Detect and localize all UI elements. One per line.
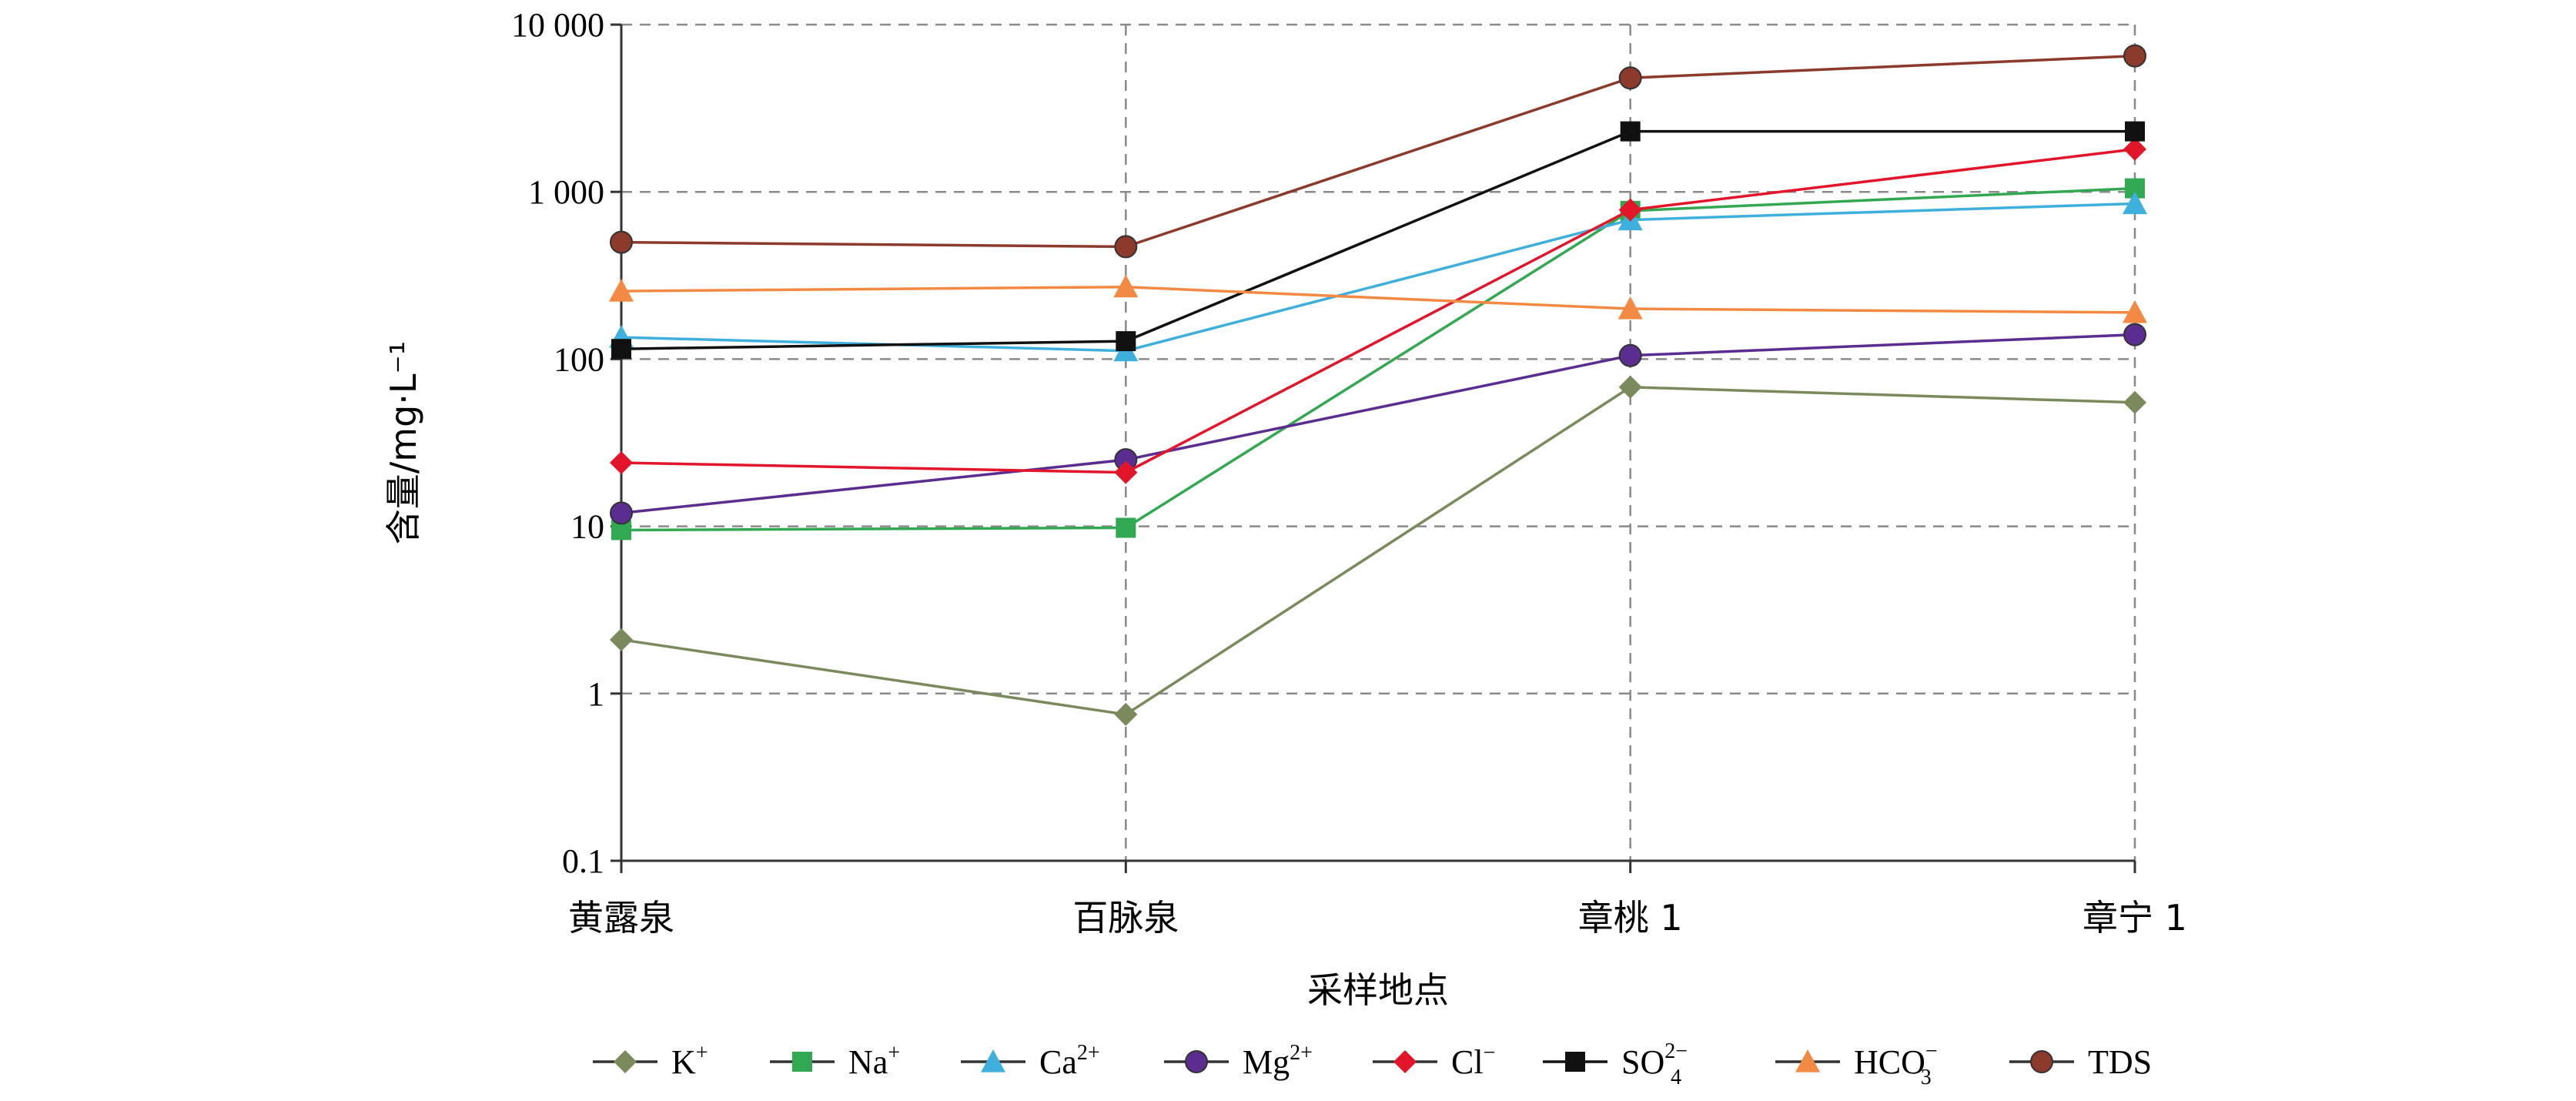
data-point-cl — [1618, 198, 1642, 222]
grid-lines — [621, 23, 2136, 861]
legend-label: HCO− 3 — [1854, 1039, 1938, 1089]
series-cl — [610, 137, 2146, 484]
data-point-so4 — [2125, 121, 2145, 142]
legend-label: Cl− — [1451, 1041, 1495, 1081]
data-point-so4 — [1116, 331, 1136, 352]
y-axis-title: 含量/mg·L⁻¹ — [383, 341, 424, 544]
series-line-k — [621, 386, 2136, 716]
legend-entry-mg: Mg2+ — [1164, 1041, 1313, 1081]
x-tick-label: 章桃 1 — [1578, 897, 1683, 939]
y-tick-label: 1 — [587, 675, 604, 713]
x-axis-title: 采样地点 — [1307, 969, 1449, 1011]
data-point-tds — [1114, 235, 1138, 259]
series-line-mg — [621, 333, 2136, 515]
y-tick-label: 100 — [554, 340, 604, 378]
series-ca — [609, 191, 2147, 362]
data-point-hco3 — [2123, 300, 2147, 323]
series-k — [610, 375, 2146, 726]
x-tick-label: 黄露泉 — [568, 897, 674, 939]
series-tds — [610, 44, 2146, 259]
data-point-k — [2123, 390, 2146, 414]
legend-marker — [2030, 1050, 2053, 1073]
x-axis-ticks: 黄露泉 百脉泉 章桃 1 章宁 1 — [568, 861, 2187, 939]
legend-label: Mg2+ — [1243, 1041, 1313, 1081]
series-line-hco3 — [621, 285, 2136, 314]
x-tick-label: 百脉泉 — [1072, 897, 1179, 939]
legend-marker — [981, 1049, 1005, 1073]
y-tick-label: 0.1 — [562, 842, 604, 880]
series-hco3 — [609, 274, 2147, 323]
data-point-k — [1618, 375, 1642, 399]
legend-label: TDS — [2088, 1043, 2152, 1081]
series-line-na — [621, 186, 2136, 532]
data-point-mg — [2123, 323, 2146, 346]
data-point-tds — [610, 230, 633, 254]
data-point-hco3 — [609, 279, 634, 302]
legend-marker — [1185, 1050, 1208, 1073]
series-mg — [610, 323, 2146, 525]
legend-marker — [614, 1050, 637, 1073]
data-point-mg — [610, 501, 633, 525]
data-point-k — [1114, 702, 1138, 726]
data-point-so4 — [1620, 121, 1641, 142]
series-so4 — [611, 121, 2145, 360]
legend-label: SO2− 4 — [1621, 1039, 1688, 1089]
data-point-tds — [2123, 44, 2146, 68]
legend-marker — [1565, 1052, 1585, 1072]
data-point-hco3 — [1113, 274, 1139, 298]
legend-marker — [792, 1052, 812, 1072]
data-point-cl — [610, 451, 633, 475]
data-point-ca — [2123, 191, 2147, 215]
legend-entry-so4: SO2− 4 — [1543, 1039, 1688, 1089]
data-point-hco3 — [1618, 296, 1643, 320]
data-point-so4 — [611, 339, 631, 360]
y-axis-ticks: 0.1 1 10 100 1 000 10 000 — [511, 6, 621, 880]
axes — [620, 25, 2135, 862]
y-tick-label: 1 000 — [528, 173, 604, 211]
legend-label: K+ — [671, 1041, 708, 1081]
series-line-so4 — [621, 129, 2135, 350]
series-line-tds — [621, 54, 2136, 249]
series-line-cl — [621, 148, 2136, 474]
data-point-na — [1116, 517, 1136, 538]
legend-entry-na: Na+ — [770, 1041, 900, 1081]
legend-label: Ca2+ — [1039, 1041, 1100, 1081]
data-point-cl — [2123, 137, 2146, 161]
series-layer — [609, 44, 2147, 726]
y-tick-label: 10 — [570, 508, 604, 546]
series-line-ca — [621, 202, 2136, 353]
data-point-mg — [1618, 343, 1642, 367]
legend-entry-k: K+ — [593, 1041, 708, 1081]
legend: K+ Na+ Ca2+ Mg2+ Cl− SO2− 4 HCO− 3 TDS — [593, 1039, 2152, 1089]
data-point-cl — [1114, 460, 1138, 484]
legend-marker — [1393, 1050, 1417, 1073]
data-point-k — [610, 627, 633, 651]
legend-entry-cl: Cl− — [1373, 1041, 1495, 1081]
legend-entry-hco3: HCO− 3 — [1775, 1039, 1938, 1089]
legend-marker — [1795, 1049, 1820, 1073]
y-tick-label: 10 000 — [511, 6, 604, 44]
legend-entry-tds: TDS — [2009, 1043, 2152, 1081]
legend-entry-ca: Ca2+ — [961, 1041, 1100, 1081]
data-point-tds — [1618, 66, 1642, 90]
x-tick-label: 章宁 1 — [2083, 897, 2187, 939]
legend-label: Na+ — [848, 1041, 900, 1081]
